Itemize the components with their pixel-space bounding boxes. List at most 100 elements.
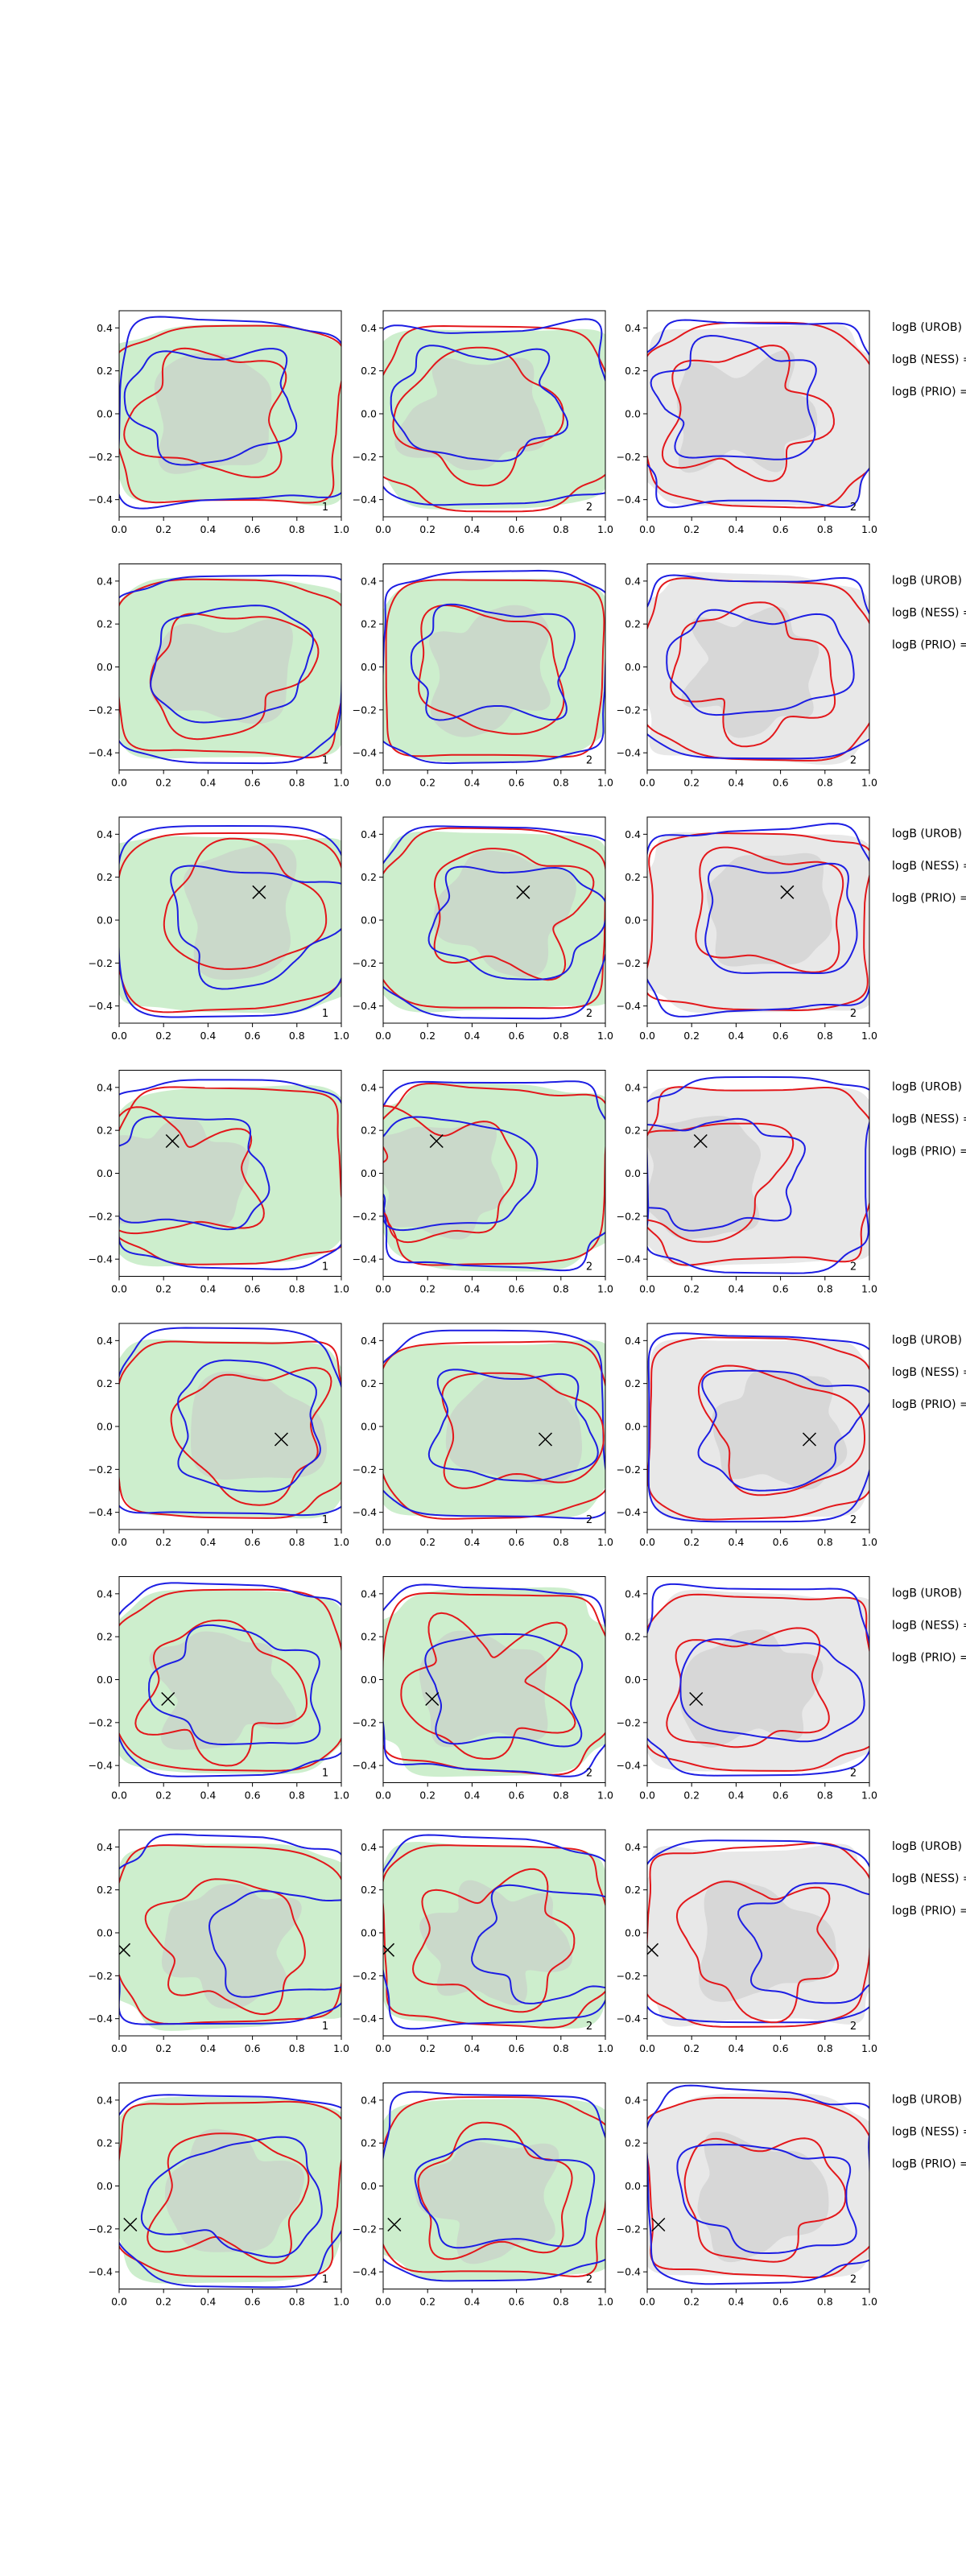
red-inner-contour — [661, 345, 835, 482]
x-marker — [516, 885, 530, 899]
x-tick-label: 0.0 — [639, 1030, 655, 1042]
panel-r6-c1: 0.0 0.2 0.4 0.6 0.8 1.0 0.4 0.2 0.0 −0.2 −0.4 1 — [89, 1576, 349, 1802]
red-inner-contour — [170, 1367, 332, 1506]
y-tick-label: −0.4 — [617, 2266, 641, 2278]
row-4: 0.0 0.2 0.4 0.6 0.8 1.00.40.20.0−0.2−0.410.0 0… — [89, 1070, 966, 1295]
x-tick-label: 0.0 — [639, 1536, 655, 1548]
x-tick-label: 0.2 — [683, 2042, 700, 2054]
x-tick-label: 0.0 — [639, 2042, 655, 2054]
x-marker — [780, 885, 795, 899]
panel-number: 1 — [322, 502, 328, 514]
x-tick-label: 0.6 — [245, 1030, 261, 1042]
y-tick-label: 0.0 — [625, 661, 641, 673]
y-tick-label: 0.2 — [97, 2137, 113, 2149]
x-tick-label: 0.6 — [773, 2042, 789, 2054]
x-tick-label: 0.8 — [289, 1790, 305, 1802]
y-tick-label: −0.2 — [89, 704, 113, 716]
x-tick-label: 0.8 — [817, 1030, 833, 1042]
x-tick-label: 0.6 — [509, 2296, 525, 2308]
plot-area — [119, 1833, 341, 2031]
y-tick-label: 0.4 — [97, 1587, 113, 1600]
plot-area — [383, 2091, 605, 2282]
x-tick-label: 0.0 — [111, 1030, 127, 1042]
y-tick-label: −0.2 — [353, 1970, 377, 1982]
x-tick-label: 0.6 — [773, 1790, 789, 1802]
inner-density — [697, 2132, 829, 2263]
red-outer-contour — [383, 324, 605, 513]
x-tick-label: 0.4 — [728, 1790, 744, 1802]
panel-number: 2 — [850, 2021, 857, 2033]
y-tick-label: 0.2 — [97, 618, 113, 630]
y-tick-label: 0.0 — [361, 1167, 377, 1179]
x-tick-label: 0.6 — [773, 1536, 789, 1548]
legend-label: logB (NESS) = — [892, 607, 966, 620]
x-marker — [538, 1432, 553, 1447]
x-tick-label: 0.6 — [773, 777, 789, 789]
panel-r4-c3: 0.0 0.2 0.4 0.6 0.8 1.0 0.4 0.2 0.0 −0.2 −0.4 2 — [617, 1070, 877, 1295]
panel-number: 2 — [586, 502, 592, 514]
blue-outer-contour — [383, 1583, 605, 1777]
panel-number: 2 — [586, 1008, 592, 1020]
x-tick-label: 0.0 — [111, 1536, 127, 1548]
red-inner-contour — [441, 1372, 605, 1489]
inner-density — [707, 852, 832, 967]
x-tick-label: 0.2 — [155, 777, 171, 789]
y-tick-label: −0.4 — [617, 1760, 641, 1772]
x-tick-label: 0.2 — [155, 2296, 171, 2308]
legend-label: logB (NESS) = — [892, 1620, 966, 1633]
y-tick-label: −0.4 — [617, 1000, 641, 1012]
blue-inner-contour — [150, 605, 315, 724]
x-tick-label: 0.2 — [155, 1536, 171, 1548]
x-tick-label: 0.8 — [553, 1790, 569, 1802]
x-tick-label: 0.4 — [728, 1536, 744, 1548]
x-tick-label: 0.4 — [200, 1030, 216, 1042]
blue-inner-contour — [170, 865, 341, 990]
plot-area — [119, 1327, 341, 1519]
y-tick-label: 0.4 — [361, 2094, 377, 2106]
y-tick-label: 0.4 — [625, 828, 641, 840]
x-tick-label: 0.8 — [289, 2296, 305, 2308]
y-tick-label: 0.2 — [625, 365, 641, 377]
red-inner-contour — [119, 1106, 265, 1235]
y-tick-label: 0.4 — [361, 828, 377, 840]
y-tick-label: −0.4 — [353, 1506, 377, 1518]
y-tick-label: 0.4 — [625, 322, 641, 334]
y-tick-label: 0.0 — [97, 1421, 113, 1433]
row-6: 0.0 0.2 0.4 0.6 0.8 1.00.40.20.0−0.2−0.410.0 0… — [89, 1576, 966, 1802]
blue-outer-contour — [647, 319, 869, 509]
blue-outer-contour — [383, 1080, 605, 1272]
inner-density — [445, 1372, 582, 1485]
red-outer-contour — [647, 2096, 869, 2278]
legend-label: logB (UROB) = — [892, 321, 966, 334]
x-tick-label: 1.0 — [333, 1030, 349, 1042]
x-tick-label: 1.0 — [861, 1283, 877, 1295]
y-tick-label: −0.4 — [353, 1000, 377, 1012]
y-tick-label: −0.4 — [89, 1253, 113, 1265]
x-tick-label: 1.0 — [861, 523, 877, 535]
x-tick-label: 0.2 — [683, 1030, 700, 1042]
inner-density — [154, 353, 272, 474]
blue-outer-contour — [383, 569, 605, 765]
x-tick-label: 0.6 — [245, 2296, 261, 2308]
blue-inner-contour — [177, 1359, 321, 1492]
y-tick-label: −0.4 — [353, 1760, 377, 1772]
y-tick-label: −0.2 — [353, 957, 377, 969]
y-tick-label: 0.0 — [361, 1674, 377, 1686]
x-tick-label: 0.4 — [728, 1283, 744, 1295]
y-tick-label: 0.2 — [361, 1377, 377, 1389]
x-tick-label: 0.0 — [111, 1283, 127, 1295]
y-tick-label: 0.0 — [361, 408, 377, 420]
y-tick-label: 0.2 — [97, 1631, 113, 1643]
y-tick-label: −0.2 — [617, 1970, 641, 1982]
x-tick-label: 0.8 — [289, 2042, 305, 2054]
x-tick-label: 0.8 — [289, 1283, 305, 1295]
y-tick-label: 0.2 — [625, 1125, 641, 1137]
x-tick-label: 0.8 — [817, 1536, 833, 1548]
red-inner-contour — [147, 2132, 310, 2264]
panel-r2-c2: 0.0 0.2 0.4 0.6 0.8 1.0 0.4 0.2 0.0 −0.2 −0.4 2 — [353, 564, 613, 789]
x-tick-label: 0.2 — [683, 1536, 700, 1548]
panel-number: 2 — [850, 755, 857, 767]
y-tick-label: 0.4 — [625, 1841, 641, 1853]
blue-inner-contour — [737, 1882, 869, 2004]
